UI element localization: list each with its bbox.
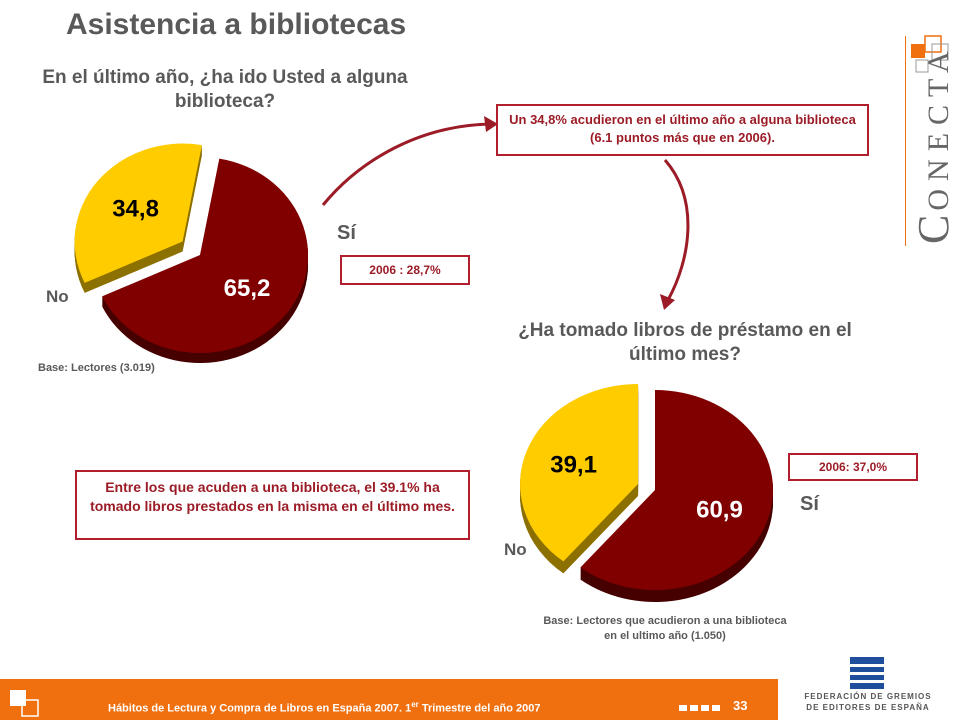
- brand-squares-icon: [911, 35, 949, 73]
- question-1: En el último año, ¿ha ido Usted a alguna…: [42, 67, 408, 112]
- footer-bar: [0, 679, 778, 720]
- pie1-value-label-1: 34,8: [112, 196, 159, 223]
- pie1-slice-0: [102, 158, 309, 353]
- brand-rest: ONECTA: [922, 43, 955, 211]
- pie1-slice-1: [74, 143, 202, 283]
- footer-dot: [701, 705, 709, 711]
- pie2-label-no: No: [504, 540, 527, 559]
- pie2-value-label-1: 39,1: [550, 451, 597, 478]
- pie1-label-no: No: [46, 287, 69, 306]
- brand-divider: [905, 36, 906, 246]
- pie2-value-label-0: 60,9: [696, 496, 743, 523]
- base-note-1: Base: Lectores (3.019): [38, 362, 155, 374]
- footer-logo-icon: [10, 690, 39, 717]
- page-number: 33: [733, 698, 748, 713]
- publisher-logo-icon: [850, 657, 884, 689]
- pie1-label-si: Sí: [337, 222, 356, 244]
- publisher-name: FEDERACIÓN DE GREMIOS DE EDITORES DE ESP…: [804, 692, 932, 712]
- pie-chart-1: 65,2 34,8: [74, 143, 309, 363]
- arrow-2: [663, 159, 690, 301]
- brand-conecta: CONECTA: [908, 43, 959, 244]
- pie2-slice-0: [580, 390, 774, 591]
- callout-library-attendance: Un 34,8% acudieron en el último año a al…: [496, 104, 869, 156]
- pie1-value-label-0: 65,2: [224, 275, 271, 302]
- arrow-1: [321, 122, 493, 206]
- footer-text: Hábitos de Lectura y Compra de Libros en…: [108, 700, 541, 715]
- footer-dot: [679, 705, 687, 711]
- pie2-slice-1: [520, 383, 639, 562]
- pie-chart-2: 60,9 39,1: [520, 383, 774, 602]
- brand-first-letter: C: [909, 210, 958, 244]
- footer-dot: [690, 705, 698, 711]
- question-2: ¿Ha tomado libros de préstamo en el últi…: [518, 320, 852, 365]
- pie2-label-si: Sí: [800, 493, 819, 515]
- arrow-1-head: [484, 116, 498, 132]
- footer-dot: [712, 705, 720, 711]
- prev-year-box-1: 2006 : 28,7%: [340, 255, 470, 285]
- arrow-2-head: [660, 294, 675, 310]
- callout-loans: Entre los que acuden a una biblioteca, e…: [75, 470, 470, 540]
- base-note-2: Base: Lectores que acudieron a una bibli…: [543, 615, 787, 642]
- prev-year-box-2: 2006: 37,0%: [788, 453, 918, 481]
- page-title: Asistencia a bibliotecas: [66, 8, 407, 41]
